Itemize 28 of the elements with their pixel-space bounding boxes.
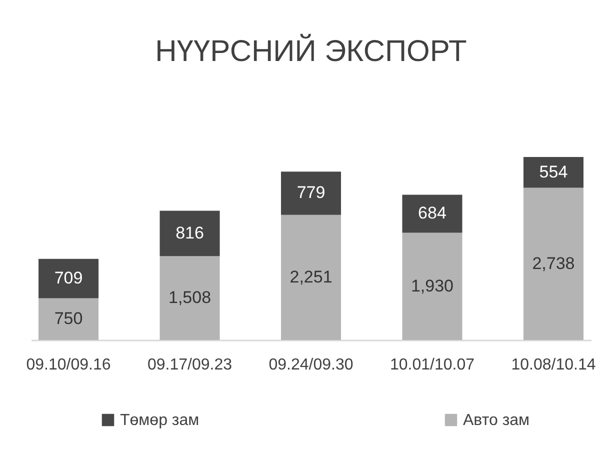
bar: [280, 172, 342, 215]
legend-label: Авто зам: [463, 412, 530, 429]
data-label: 709: [54, 268, 83, 288]
legend-label: Төмөр зам: [120, 412, 200, 429]
x-tick-label: 09.17/09.23: [147, 356, 232, 374]
data-label: 554: [539, 162, 568, 182]
bar: [280, 214, 342, 340]
bar: [38, 258, 99, 298]
data-label: 816: [176, 223, 204, 242]
data-label: 750: [54, 309, 83, 328]
bar: [523, 157, 584, 188]
data-label: 684: [418, 204, 446, 223]
bar: [38, 298, 99, 340]
x-tick-label: 09.10/09.16: [26, 356, 111, 374]
data-label: 1,508: [168, 288, 212, 308]
data-label: 2,251: [290, 267, 332, 286]
bar: [160, 256, 220, 340]
bar: [402, 232, 462, 340]
x-tick-label: 10.08/10.14: [511, 356, 596, 374]
x-tick-label: 09.24/09.30: [268, 356, 354, 374]
data-label: 779: [296, 183, 326, 202]
bar: [160, 210, 220, 256]
bar: [523, 188, 584, 340]
data-label: 2,738: [532, 254, 575, 273]
x-tick-label: 10.01/10.07: [390, 356, 475, 374]
data-label: 1,930: [410, 276, 454, 296]
bar: [402, 194, 462, 233]
chart-title: НҮҮРСНИЙ ЭКСПОРТ: [155, 33, 467, 68]
